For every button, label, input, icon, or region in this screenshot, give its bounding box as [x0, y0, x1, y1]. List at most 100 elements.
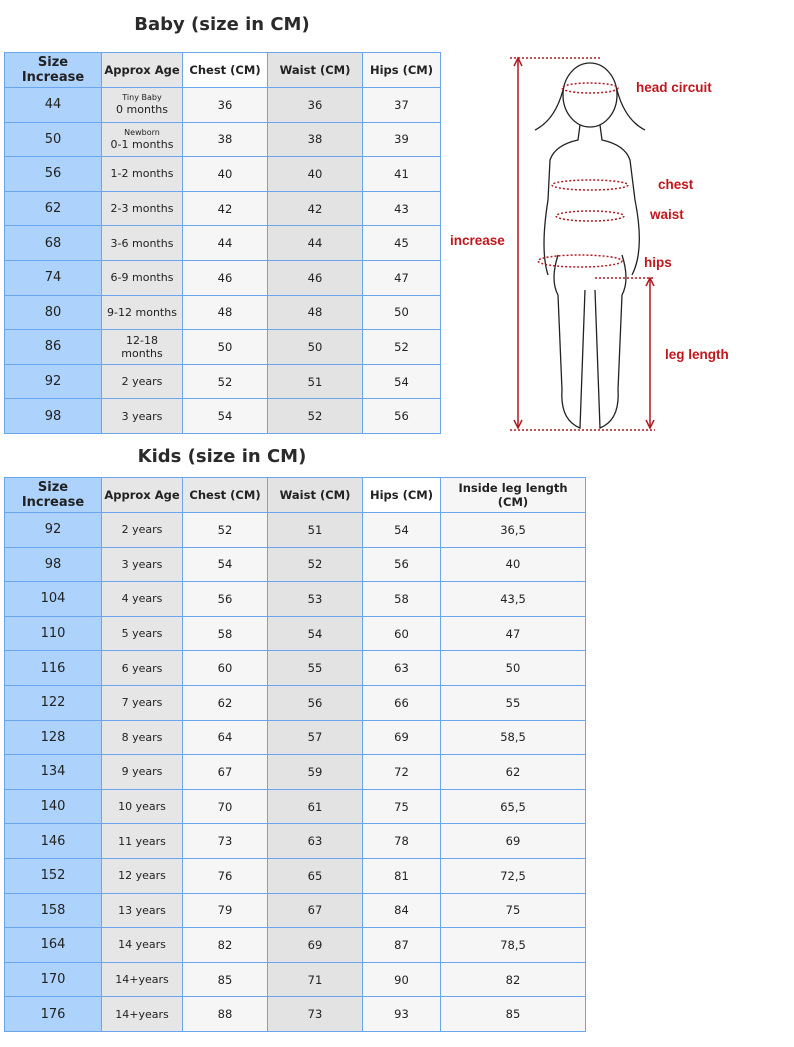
- waist-label: waist: [649, 207, 684, 222]
- chest-cell: 42: [182, 190, 268, 227]
- chest-cell: 36: [182, 87, 268, 123]
- kids-title: Kids (size in CM): [137, 446, 307, 467]
- hips-cell: 69: [362, 719, 441, 756]
- size-cell: 164: [4, 927, 102, 963]
- age-value: 0 months: [116, 103, 168, 117]
- chest-cell: 88: [182, 996, 268, 1032]
- age-cell: 9 years: [101, 754, 183, 790]
- hips-cell: 56: [362, 546, 441, 583]
- size-cell: 152: [4, 857, 102, 894]
- hips-cell: 78: [362, 823, 441, 859]
- chest-cell: 38: [182, 121, 268, 158]
- hips-cell: 54: [362, 363, 441, 400]
- age-value: 0-1 months: [110, 137, 174, 151]
- age-cell: 12-18 months: [101, 329, 183, 365]
- waist-cell: 51: [267, 512, 363, 548]
- size-cell: 92: [4, 363, 102, 400]
- size-cell: 122: [4, 684, 102, 721]
- hips-cell: 84: [362, 892, 441, 929]
- hips-cell: 45: [362, 225, 441, 261]
- size-cell: 62: [4, 190, 102, 227]
- chest-cell: 64: [182, 719, 268, 756]
- chest-cell: 79: [182, 892, 268, 929]
- baby-title: Baby (size in CM): [134, 14, 310, 35]
- size-cell: 116: [4, 650, 102, 686]
- table-row: 122 7 years 62 56 66 55: [4, 684, 586, 721]
- chest-cell: 70: [182, 788, 268, 825]
- size-cell: 110: [4, 615, 102, 652]
- waist-cell: 40: [267, 156, 363, 192]
- table-row: 92 2 years 52 51 54 36,5: [4, 512, 586, 548]
- leg-cell: 65,5: [440, 788, 586, 825]
- size-cell: 68: [4, 225, 102, 261]
- leg-cell: 75: [440, 892, 586, 929]
- hips-cell: 72: [362, 754, 441, 790]
- chest-cell: 50: [182, 329, 268, 365]
- chest-cell: 52: [182, 363, 268, 400]
- size-cell: 98: [4, 546, 102, 583]
- age-cell: 11 years: [101, 823, 183, 859]
- size-cell: 104: [4, 581, 102, 617]
- size-cell: 146: [4, 823, 102, 859]
- age-cell: 14+years: [101, 961, 183, 998]
- header-row: Size Increase Approx Age Chest (CM) Waist (…: [4, 52, 441, 88]
- hips-cell: 58: [362, 581, 441, 617]
- age-cell: 13 years: [101, 892, 183, 929]
- column-header: Chest (CM): [182, 477, 268, 513]
- age-cell: 14 years: [101, 927, 183, 963]
- chest-cell: 54: [182, 546, 268, 583]
- leg-cell: 78,5: [440, 927, 586, 963]
- age-cell: 2 years: [101, 512, 183, 548]
- size-cell: 140: [4, 788, 102, 825]
- table-row: 50 Newborn 0-1 months 38 38 39: [4, 121, 441, 158]
- table-row: 116 6 years 60 55 63 50: [4, 650, 586, 686]
- table-row: 176 14+years 88 73 93 85: [4, 996, 586, 1032]
- hips-cell: 50: [362, 294, 441, 331]
- child-outline: [534, 62, 646, 429]
- age-cell: 10 years: [101, 788, 183, 825]
- age-cell: 7 years: [101, 684, 183, 721]
- age-cell: 5 years: [101, 615, 183, 652]
- table-row: 80 9-12 months 48 48 50: [4, 294, 441, 331]
- chest-cell: 52: [182, 512, 268, 548]
- chest-cell: 48: [182, 294, 268, 331]
- hips-cell: 56: [362, 398, 441, 434]
- chest-cell: 62: [182, 684, 268, 721]
- table-row: 110 5 years 58 54 60 47: [4, 615, 586, 652]
- leg-cell: 55: [440, 684, 586, 721]
- measurement-lines: [510, 56, 655, 431]
- waist-cell: 51: [267, 363, 363, 400]
- leg-cell: 62: [440, 754, 586, 790]
- column-header: Hips (CM): [362, 477, 441, 513]
- table-row: 98 3 years 54 52 56 40: [4, 546, 586, 583]
- leg-length-label: leg length: [665, 347, 729, 362]
- age-cell: 1-2 months: [101, 156, 183, 192]
- age-cell: 6-9 months: [101, 259, 183, 296]
- chest-cell: 44: [182, 225, 268, 261]
- table-row: 158 13 years 79 67 84 75: [4, 892, 586, 929]
- increase-label: increase: [450, 233, 505, 248]
- hips-cell: 75: [362, 788, 441, 825]
- kids-size-table: Size Increase Approx Age Chest (CM) Waist (…: [4, 477, 586, 1032]
- waist-cell: 67: [267, 892, 363, 929]
- age-cell: 6 years: [101, 650, 183, 686]
- leg-cell: 36,5: [440, 512, 586, 548]
- table-row: 128 8 years 64 57 69 58,5: [4, 719, 586, 756]
- hips-cell: 47: [362, 259, 441, 296]
- hips-cell: 41: [362, 156, 441, 192]
- leg-cell: 47: [440, 615, 586, 652]
- age-cell: 8 years: [101, 719, 183, 756]
- table-row: 74 6-9 months 46 46 47: [4, 259, 441, 296]
- chest-cell: 85: [182, 961, 268, 998]
- size-cell: 134: [4, 754, 102, 790]
- table-row: 140 10 years 70 61 75 65,5: [4, 788, 586, 825]
- size-cell: 92: [4, 512, 102, 548]
- age-cell: 4 years: [101, 581, 183, 617]
- hips-cell: 93: [362, 996, 441, 1032]
- size-cell: 56: [4, 156, 102, 192]
- waist-cell: 46: [267, 259, 363, 296]
- hips-cell: 60: [362, 615, 441, 652]
- chest-cell: 46: [182, 259, 268, 296]
- age-cell: Tiny Baby 0 months: [101, 87, 183, 123]
- leg-cell: 72,5: [440, 857, 586, 894]
